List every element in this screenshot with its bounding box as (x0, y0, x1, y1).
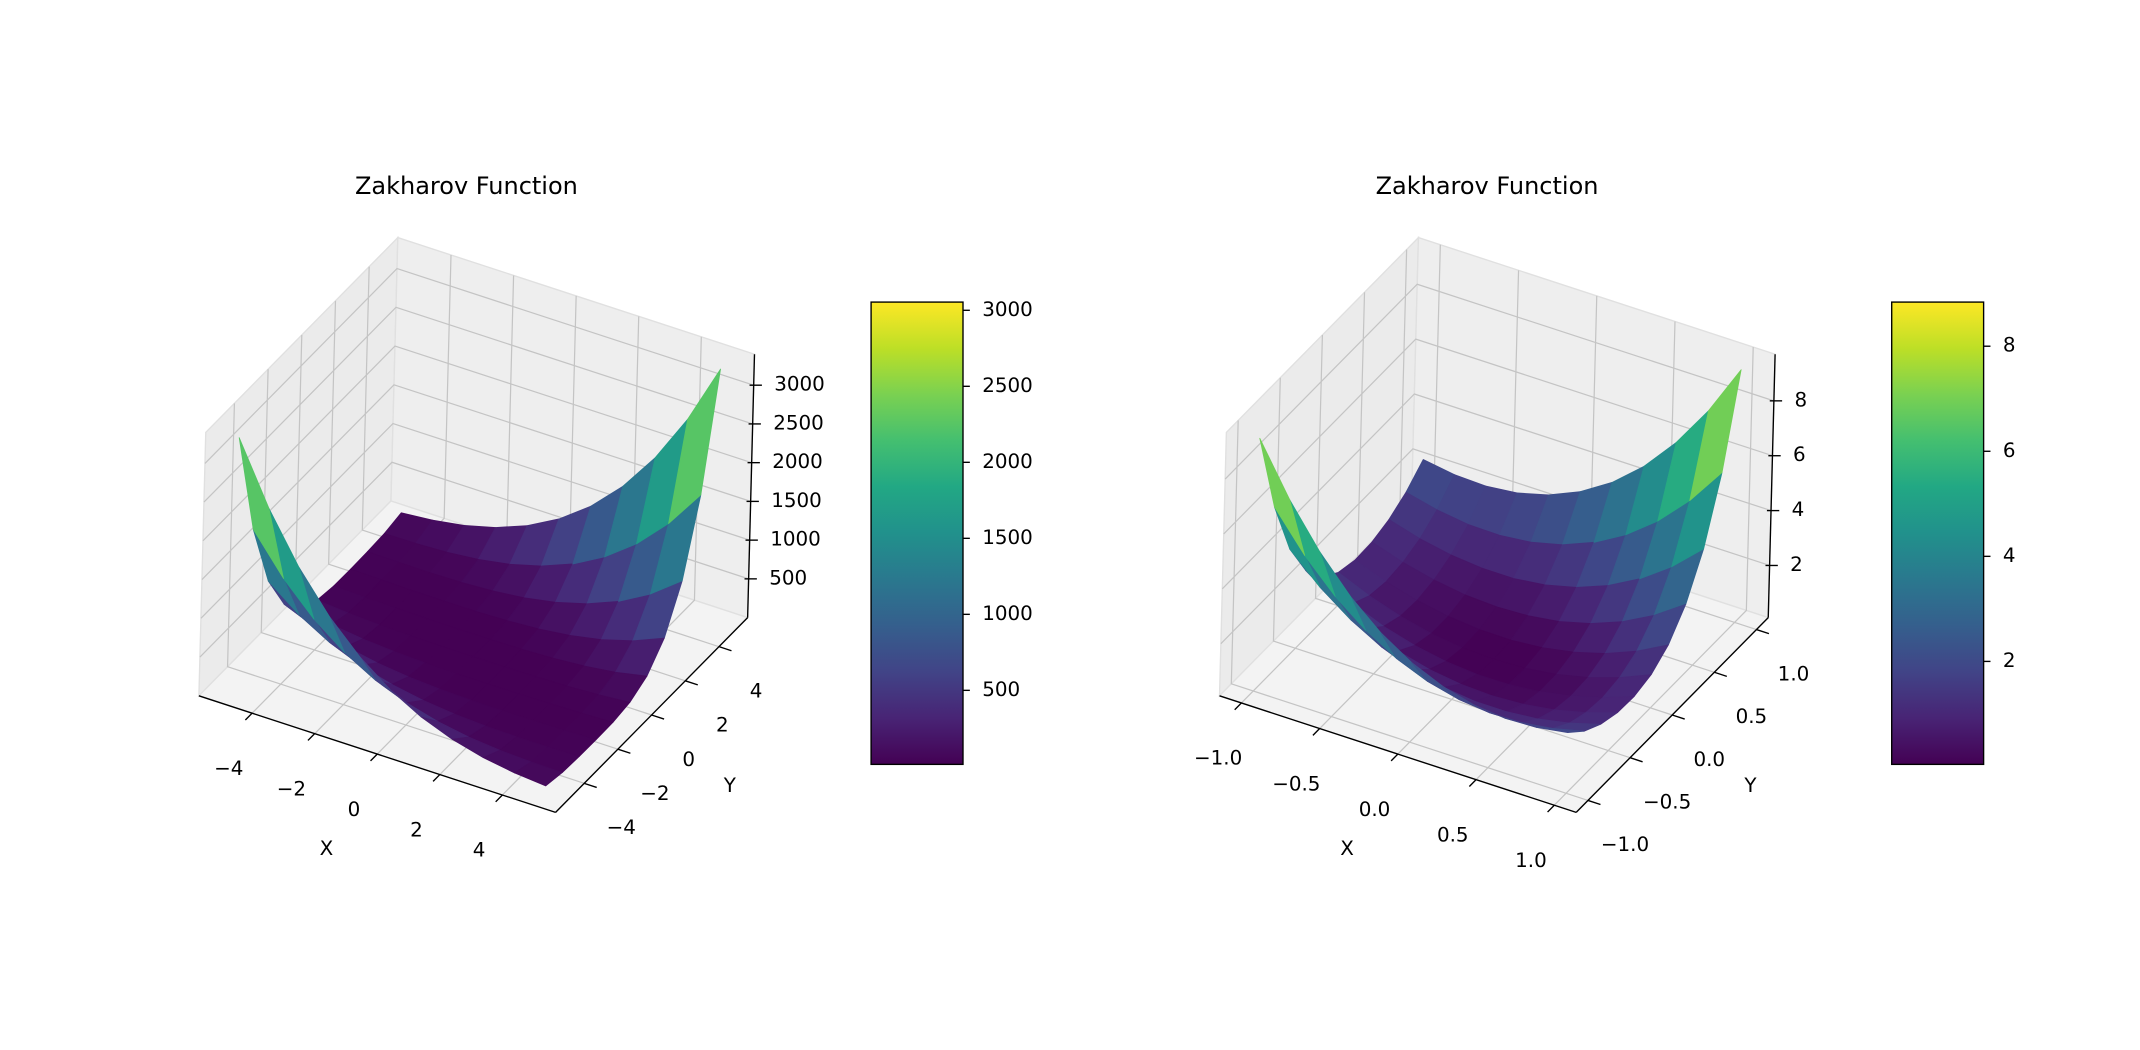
tick-mark (651, 714, 665, 720)
tick-mark (307, 733, 316, 741)
tick-mark (1587, 799, 1601, 806)
surface-patch (514, 761, 563, 787)
z-tick-label: 1000 (770, 528, 821, 551)
tick-mark (718, 645, 732, 652)
tick-mark (244, 712, 253, 721)
grid-line (204, 267, 754, 464)
z-tick-label: 8 (1794, 388, 1807, 411)
axis-line (555, 617, 749, 813)
surface-patch (668, 368, 721, 524)
z-tick-label: 3000 (774, 373, 825, 396)
axis-line (746, 354, 756, 618)
surface-patch (1535, 726, 1585, 734)
y-tick-label: 1.0 (1778, 662, 1810, 685)
axis-line (1575, 617, 1769, 813)
colorbar (870, 301, 964, 766)
y-tick-label: −0.5 (1643, 790, 1691, 813)
z-tick-label: 2 (1790, 553, 1803, 576)
z-tick-label: 2000 (772, 450, 823, 473)
y-tick-label: 2 (716, 714, 729, 737)
z-tick-label: 6 (1793, 443, 1806, 466)
grid-line (203, 306, 753, 503)
tick-mark (1672, 714, 1685, 720)
surface-patch (1259, 437, 1306, 556)
tick-mark (1756, 628, 1770, 635)
chart-title: Zakharov Function (1376, 172, 1599, 200)
colorbar-tick-label: 2500 (982, 374, 1033, 397)
grid-line (1223, 338, 1773, 535)
colorbar-tick-label: 500 (982, 678, 1020, 701)
y-tick-label: −4 (607, 816, 636, 839)
tick-mark (1629, 757, 1643, 763)
y-tick-label: 0.5 (1736, 705, 1768, 728)
tick-mark (617, 748, 631, 754)
tick-mark (685, 680, 698, 686)
grid-line (1224, 283, 1775, 480)
z-tick-label: 500 (769, 566, 807, 589)
colorbar-tick-label: 1500 (982, 526, 1033, 549)
z-tick-label: 1500 (771, 489, 822, 512)
x-tick-label: −4 (214, 757, 243, 780)
tick-mark (432, 774, 441, 782)
y-tick-label: 4 (750, 679, 763, 702)
colorbar-tick-label: 2000 (982, 450, 1033, 473)
grid-line (202, 345, 752, 542)
x-tick-label: −2 (277, 777, 306, 800)
tick-mark (1312, 728, 1321, 736)
x-tick-label: 0 (348, 798, 361, 821)
axis-line (1767, 354, 1776, 618)
z-tick-label: 4 (1792, 498, 1805, 521)
x-tick-label: 0.5 (1437, 823, 1469, 846)
tick-mark (1547, 804, 1555, 813)
tick-mark (1234, 702, 1242, 711)
axis-line (198, 695, 556, 814)
x-tick-label: 0.0 (1359, 798, 1391, 821)
y-tick-label: −2 (640, 782, 669, 805)
chart-title: Zakharov Function (355, 172, 578, 200)
grid-line (251, 254, 452, 714)
x-tick-label: −1.0 (1194, 747, 1242, 770)
surface-patch (1689, 369, 1742, 501)
y-tick-label: −1.0 (1601, 833, 1649, 856)
colorbar-tick-label: 6 (2003, 439, 2016, 462)
colorbar-tick-label: 8 (2003, 334, 2016, 357)
tick-mark (584, 782, 597, 789)
tick-mark (1714, 671, 1728, 678)
grid-line (1230, 420, 1589, 802)
x-tick-label: 2 (410, 818, 423, 841)
surface-patch (238, 437, 284, 579)
y-axis-label: Y (1743, 774, 1757, 797)
colorbar (1891, 301, 1985, 766)
x-axis-label: X (1340, 837, 1354, 860)
colorbar-tick-label: 3000 (982, 298, 1033, 321)
y-tick-label: 0.0 (1693, 748, 1725, 771)
x-axis-label: X (320, 837, 334, 860)
colorbar-tick-label: 1000 (982, 602, 1033, 625)
y-tick-label: 0 (682, 748, 695, 771)
axis-line (1219, 695, 1577, 814)
z-tick-label: 2500 (773, 411, 824, 434)
grid-line (1553, 347, 1754, 806)
tick-mark (1468, 779, 1477, 787)
x-tick-label: 1.0 (1515, 849, 1547, 872)
tick-mark (370, 753, 378, 762)
y-axis-label: Y (723, 774, 737, 797)
colorbar-tick-label: 4 (2003, 544, 2016, 567)
colorbar-tick-label: 2 (2003, 649, 2016, 672)
tick-mark (1390, 753, 1399, 762)
x-tick-label: 4 (473, 839, 486, 862)
tick-mark (495, 794, 503, 803)
x-tick-label: −0.5 (1272, 772, 1320, 795)
